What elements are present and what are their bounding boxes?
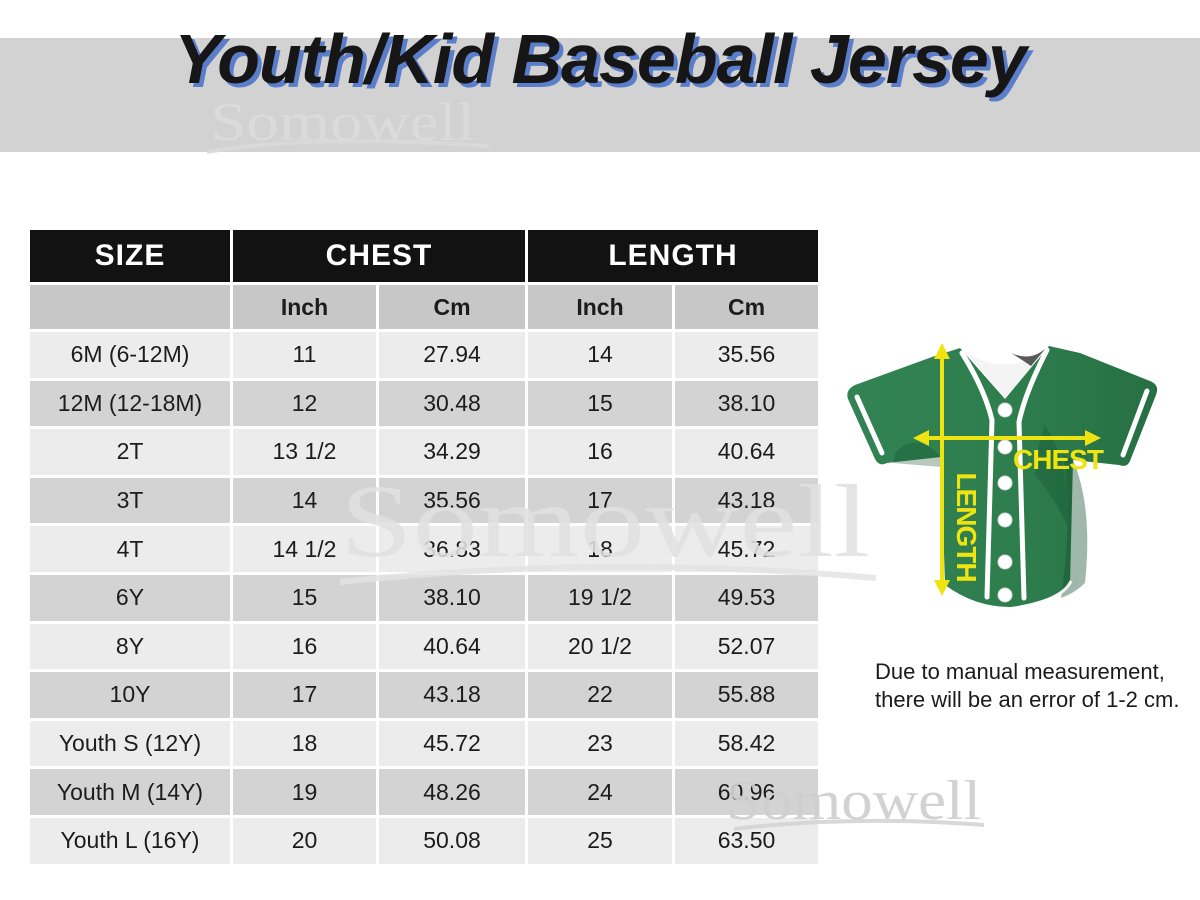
subheader-chest-inch: Inch <box>233 285 376 329</box>
measurement-cell: 24 <box>528 769 672 815</box>
col-header-length: LENGTH <box>528 230 818 282</box>
watermark-text: Somowell <box>210 92 475 152</box>
measurement-cell: 20 <box>233 817 376 864</box>
size-label-cell: 12M (12-18M) <box>30 380 230 427</box>
measurement-cell: 14 <box>233 477 376 524</box>
measurement-cell: 50.08 <box>379 817 525 864</box>
measurement-cell: 43.18 <box>675 477 818 524</box>
jersey-shading-chest <box>1035 425 1068 525</box>
measurement-cell: 23 <box>528 720 672 767</box>
jersey-shading-left-sleeve <box>893 442 941 467</box>
size-label-cell: 6M (6-12M) <box>30 332 230 378</box>
measurement-cell: 16 <box>233 623 376 670</box>
jersey-piping-right <box>1016 347 1050 601</box>
size-label-cell: Youth S (12Y) <box>30 720 230 767</box>
measurement-cell: 27.94 <box>379 332 525 378</box>
measurement-arrows <box>913 343 1101 596</box>
col-header-chest: CHEST <box>233 230 525 282</box>
measurement-cell: 30.48 <box>379 380 525 427</box>
measurement-cell: 49.53 <box>675 574 818 621</box>
jersey-figure: CHEST LENGTH <box>835 335 1165 625</box>
chest-arrow-label: CHEST <box>1013 444 1104 475</box>
subheader-length-inch: Inch <box>528 285 672 329</box>
measurement-cell: 17 <box>233 672 376 718</box>
measurement-cell: 52.07 <box>675 623 818 670</box>
measurement-cell: 48.26 <box>379 769 525 815</box>
note-line-1: Due to manual measurement, <box>875 659 1165 684</box>
measurement-cell: 22 <box>528 672 672 718</box>
measurement-cell: 38.10 <box>379 574 525 621</box>
subheader-length-cm: Cm <box>675 285 818 329</box>
jersey-shading-right <box>1061 455 1088 598</box>
size-label-cell: 8Y <box>30 623 230 670</box>
jersey-illustration: CHEST LENGTH <box>847 343 1158 609</box>
size-label-cell: 10Y <box>30 672 230 718</box>
measurement-cell: 15 <box>528 380 672 427</box>
watermark-top: Somowell <box>206 92 490 154</box>
subheader-chest-cm: Cm <box>379 285 525 329</box>
size-label-cell: Youth M (14Y) <box>30 769 230 815</box>
measurement-note: Due to manual measurement, there will be… <box>875 658 1200 714</box>
page-title: Youth/Kid Baseball Jersey <box>174 20 1027 98</box>
measurement-cell: 45.72 <box>379 720 525 767</box>
measurement-cell: 15 <box>233 574 376 621</box>
measurement-cell: 35.56 <box>675 332 818 378</box>
measurement-cell: 14 1/2 <box>233 526 376 572</box>
measurement-cell: 36.83 <box>379 526 525 572</box>
measurement-cell: 63.50 <box>675 817 818 864</box>
jersey-buttons <box>997 402 1013 603</box>
size-label-cell: Youth L (16Y) <box>30 817 230 864</box>
measurement-cell: 17 <box>528 477 672 524</box>
note-line-2: there will be an error of 1-2 cm. <box>875 687 1180 712</box>
measurement-cell: 12 <box>233 380 376 427</box>
measurement-cell: 55.88 <box>675 672 818 718</box>
jersey-hem-piping <box>1019 580 1073 609</box>
measurement-cell: 60.96 <box>675 769 818 815</box>
measurement-cell: 58.42 <box>675 720 818 767</box>
col-header-size: SIZE <box>30 230 230 282</box>
measurement-cell: 20 1/2 <box>528 623 672 670</box>
measurement-cell: 34.29 <box>379 429 525 475</box>
measurement-cell: 40.64 <box>675 429 818 475</box>
jersey-piping-left <box>959 350 995 600</box>
measurement-cell: 19 1/2 <box>528 574 672 621</box>
jersey-collar-shadow <box>1011 348 1046 366</box>
measurement-cell: 45.72 <box>675 526 818 572</box>
measurement-cell: 18 <box>528 526 672 572</box>
size-label-cell: 4T <box>30 526 230 572</box>
measurement-cell: 11 <box>233 332 376 378</box>
measurement-cell: 18 <box>233 720 376 767</box>
measurement-cell: 43.18 <box>379 672 525 718</box>
measurement-cell: 16 <box>528 429 672 475</box>
measurement-cell: 40.64 <box>379 623 525 670</box>
length-arrow-label: LENGTH <box>951 472 982 581</box>
subheader-empty <box>30 285 230 329</box>
measurement-cell: 19 <box>233 769 376 815</box>
measurement-cell: 13 1/2 <box>233 429 376 475</box>
watermark-swoosh <box>206 139 490 154</box>
measurement-cell: 38.10 <box>675 380 818 427</box>
measurement-cell: 25 <box>528 817 672 864</box>
size-label-cell: 3T <box>30 477 230 524</box>
measurement-cell: 35.56 <box>379 477 525 524</box>
jersey-sleeve-stripe-left <box>854 394 885 456</box>
measurement-cell: 14 <box>528 332 672 378</box>
size-label-cell: 2T <box>30 429 230 475</box>
jersey-sleeve-stripe-right <box>1120 388 1150 458</box>
size-label-cell: 6Y <box>30 574 230 621</box>
size-table: SIZE CHEST LENGTH Inch Cm Inch Cm 6M (6-… <box>30 230 818 864</box>
